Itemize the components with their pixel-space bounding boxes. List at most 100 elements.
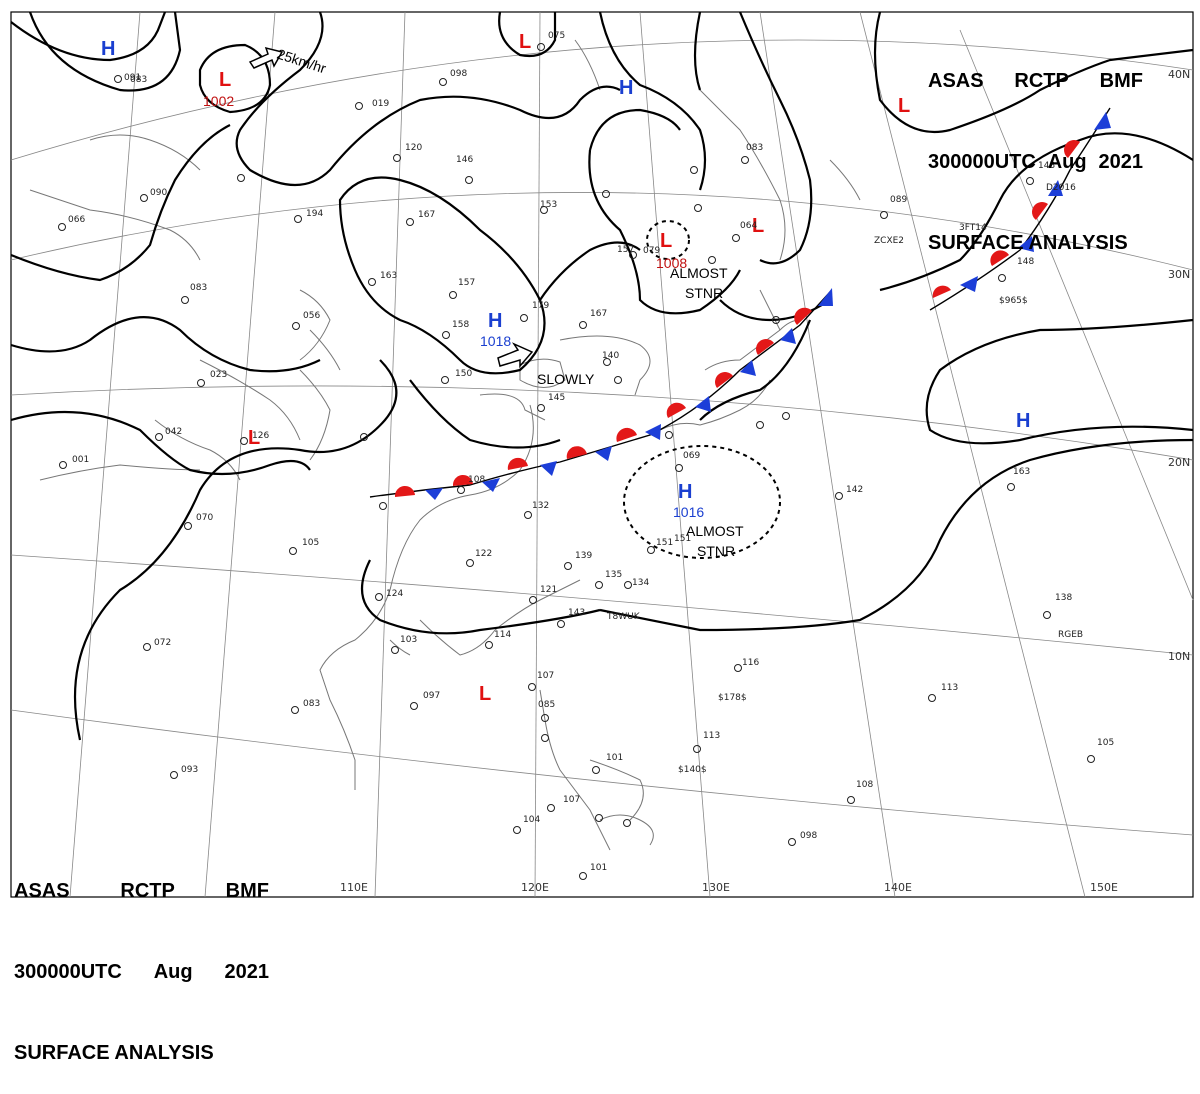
almost-stationary-label: ALMOST [670, 265, 728, 281]
slowly-label: SLOWLY [537, 371, 595, 387]
low-pressure-center: L [752, 215, 764, 237]
header-month: Aug [1047, 151, 1087, 173]
header-title: SURFACE ANALYSIS [14, 1042, 214, 1064]
station-pressure-value: 153 [540, 200, 557, 210]
station-pressure-value: 121 [540, 585, 557, 595]
station-pressure-value: 113 [941, 683, 958, 693]
station-pressure-value: 142 [846, 485, 863, 495]
lat-label: 30N [1168, 268, 1190, 281]
header-year: 2021 [224, 961, 269, 983]
stationary-front [369, 107, 1111, 500]
station-pressure-value: 158 [452, 320, 469, 330]
station-pressure-value: 143 [568, 608, 585, 618]
low-pressure-value: 1008 [656, 255, 687, 271]
header-time: 300000UTC [928, 151, 1036, 173]
station-pressure-value: 090 [150, 188, 167, 198]
station-pressure-value: 069 [683, 451, 700, 461]
lat-label: 10N [1168, 650, 1190, 663]
station-pressure-value: 113 [703, 731, 720, 741]
high-pressure-center: H [1016, 410, 1030, 432]
station-pressure-value: 083 [190, 283, 207, 293]
station-pressure-value: 120 [405, 143, 422, 153]
lat-label: 20N [1168, 456, 1190, 469]
station-pressure-value: 194 [306, 209, 323, 219]
almost-stationary-label: STNR [697, 543, 735, 559]
high-pressure-center: H [619, 77, 633, 99]
station-pressure-value: 148 [1017, 257, 1034, 267]
station-pressure-value: 098 [800, 831, 817, 841]
station-pressure-value: 179 [532, 301, 549, 311]
low-pressure-center: L [660, 230, 672, 252]
station-pressure-value: 023 [210, 370, 227, 380]
station-pressure-value: 151 [656, 538, 673, 548]
station-pressure-value: 083 [303, 699, 320, 709]
station-pressure-value: 135 [605, 570, 622, 580]
header-agency: ASAS [14, 880, 70, 902]
ship-id-label: D2016 [1046, 183, 1076, 193]
graticule [10, 11, 1194, 898]
station-pressure-value: 146 [456, 155, 473, 165]
header-code: BMF [1099, 70, 1143, 92]
header-month: Aug [153, 961, 193, 983]
lon-label: 110E [340, 881, 368, 894]
header-station: RCTP [1014, 70, 1069, 92]
station-pressure-value: 122 [475, 549, 492, 559]
station-pressure-value: 056 [303, 311, 320, 321]
chart-header-bottom-left: ASAS RCTP BMF 300000UTC Aug 2021 SURFACE ANA… [14, 824, 269, 1094]
header-code: BMF [225, 880, 269, 902]
almost-stationary-label: ALMOST [686, 523, 744, 539]
chart-header-top-right: ASAS RCTP BMF 300000UTC Aug 2021 SURFACE ANA… [928, 14, 1143, 284]
annotations: 25km/hr ALMOST STNR ALMOST STNR SLOWLY [275, 46, 744, 559]
station-values: 098 120 146 153 167 194 163 157 158 179 167 150 145 1… [68, 31, 1114, 873]
station-pressure-value: 070 [196, 513, 213, 523]
header-title: SURFACE ANALYSIS [928, 232, 1128, 254]
low-pressure-center: L [248, 427, 260, 449]
station-pressure-value: 105 [302, 538, 319, 548]
station-pressure-value: 089 [890, 195, 907, 205]
ship-id-label: RGEB [1058, 630, 1083, 640]
lon-label: 140E [884, 881, 912, 894]
station-pressure-value: 108 [468, 475, 485, 485]
station-pressure-value: 157 [458, 278, 475, 288]
station-pressure-value: 001 [72, 455, 89, 465]
station-pressure-value: 107 [563, 795, 580, 805]
high-pressure-value: 1018 [480, 333, 511, 349]
lat-label: 40N [1168, 68, 1190, 81]
station-pressure-value: 151 [674, 534, 691, 544]
low-pressure-value: 1002 [203, 93, 234, 109]
high-pressure-center: H [488, 310, 502, 332]
station-pressure-value: 085 [538, 700, 555, 710]
station-pressure-value: 139 [575, 551, 592, 561]
low-pressure-center: L [898, 95, 910, 117]
ship-id-label: $140$ [678, 765, 707, 775]
station-pressure-value: 126 [252, 431, 269, 441]
station-pressure-value: 101 [590, 863, 607, 873]
station-pressure-value: 163 [380, 271, 397, 281]
station-pressure-value: 114 [494, 630, 511, 640]
station-pressure-value: 066 [68, 215, 85, 225]
station-pressure-value: 075 [548, 31, 565, 41]
coastlines [29, 39, 861, 851]
station-pressure-value: 163 [1013, 467, 1030, 477]
station-pressure-value: 138 [1055, 593, 1072, 603]
station-pressure-value: 116 [742, 658, 759, 668]
station-pressure-value: 079 [643, 246, 660, 256]
lon-label: 130E [702, 881, 730, 894]
low-pressure-center: L [219, 69, 231, 91]
almost-stationary-label: STNR [685, 285, 723, 301]
station-pressure-value: 093 [181, 765, 198, 775]
header-year: 2021 [1098, 151, 1143, 173]
station-pressure-value: 072 [154, 638, 171, 648]
station-pressure-value: 167 [590, 309, 607, 319]
station-pressure-value: 124 [386, 589, 403, 599]
station-pressure-value: 157 [617, 245, 634, 255]
station-pressure-value: 145 [548, 393, 565, 403]
ship-id-label: $965$ [999, 296, 1028, 306]
station-pressure-value: 098 [450, 69, 467, 79]
lon-label: 150E [1090, 881, 1118, 894]
isobars [10, 11, 1194, 741]
station-pressure-value: 150 [455, 369, 472, 379]
ship-id-label: ZCXE2 [874, 236, 904, 246]
station-pressure-value: 105 [1097, 738, 1114, 748]
station-pressure-value: 083 [130, 75, 147, 85]
